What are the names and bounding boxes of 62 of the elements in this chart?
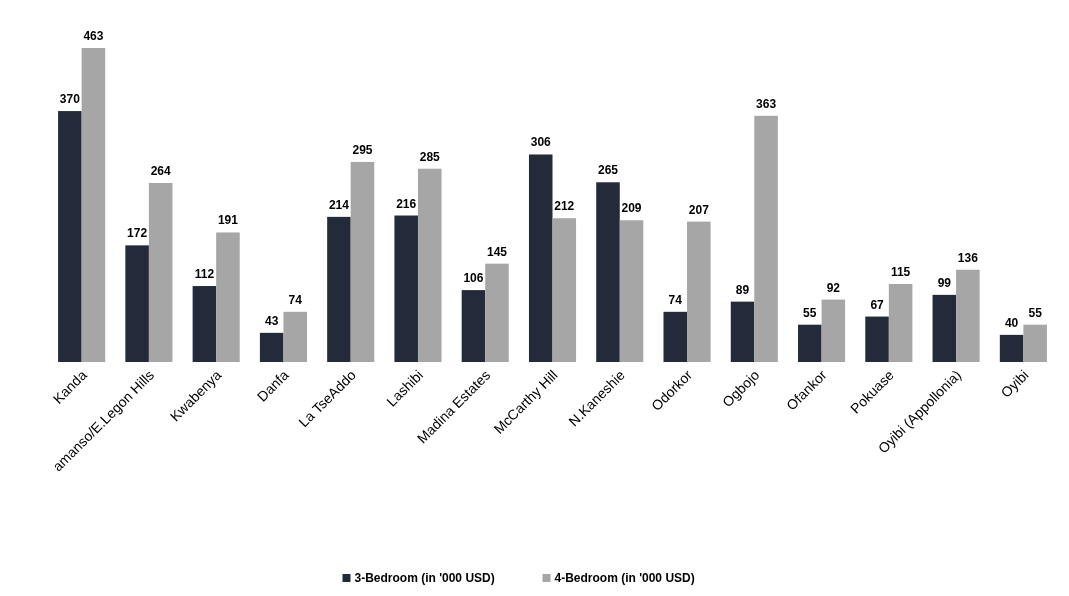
data-label: 74 xyxy=(288,292,303,307)
data-label: 212 xyxy=(554,199,575,214)
data-label: 106 xyxy=(463,271,484,286)
data-label: 172 xyxy=(127,226,148,241)
bar xyxy=(1023,324,1047,362)
bar xyxy=(461,290,486,362)
data-label: 89 xyxy=(735,282,750,297)
data-label: 112 xyxy=(194,267,215,282)
bar xyxy=(730,301,755,362)
data-label: 295 xyxy=(352,142,373,157)
bar xyxy=(663,311,688,362)
data-label: 285 xyxy=(419,149,441,164)
data-label: 43 xyxy=(264,313,279,328)
data-label: 264 xyxy=(150,163,171,178)
bar xyxy=(956,269,980,362)
data-label: 191 xyxy=(217,213,239,228)
data-label: 214 xyxy=(328,197,350,212)
data-label: 74 xyxy=(668,292,683,307)
data-label: 40 xyxy=(1004,315,1019,330)
bar xyxy=(999,334,1024,362)
data-label: 216 xyxy=(396,196,417,211)
data-label: 55 xyxy=(1028,305,1043,320)
data-label: 145 xyxy=(486,244,508,259)
data-label: 136 xyxy=(957,250,979,265)
data-label: 67 xyxy=(870,297,885,312)
data-label: 306 xyxy=(530,135,552,150)
bar xyxy=(888,284,913,362)
bar xyxy=(798,324,822,362)
data-label: 265 xyxy=(597,163,619,178)
bar xyxy=(932,294,957,362)
bar xyxy=(350,161,375,362)
bar xyxy=(259,332,284,362)
bar xyxy=(283,311,307,362)
bar xyxy=(327,216,351,362)
data-label: 99 xyxy=(937,275,952,290)
bar xyxy=(417,168,442,362)
data-label: 92 xyxy=(826,280,841,295)
data-label: 463 xyxy=(83,29,104,43)
data-label: 115 xyxy=(890,265,911,280)
legend-label: 4-Bedroom (in '000 USD) xyxy=(554,571,695,585)
bar xyxy=(216,232,240,362)
bar xyxy=(192,286,217,362)
data-label: 55 xyxy=(803,305,817,320)
legend-label: 3-Bedroom (in '000 USD) xyxy=(354,571,495,585)
bar xyxy=(596,182,620,362)
bar xyxy=(528,154,553,362)
bar xyxy=(865,316,889,362)
bar xyxy=(148,182,173,362)
bar xyxy=(754,115,778,362)
data-label: 209 xyxy=(621,201,642,216)
bar xyxy=(821,299,846,362)
bar xyxy=(552,218,577,362)
bar xyxy=(58,111,82,362)
bar xyxy=(485,263,509,362)
bar xyxy=(619,220,644,362)
data-label: 363 xyxy=(756,96,777,111)
bar xyxy=(394,215,418,362)
bar xyxy=(687,221,711,362)
data-label: 370 xyxy=(59,92,81,107)
bar xyxy=(81,48,106,362)
data-label: 207 xyxy=(688,202,710,217)
bar xyxy=(125,245,149,362)
